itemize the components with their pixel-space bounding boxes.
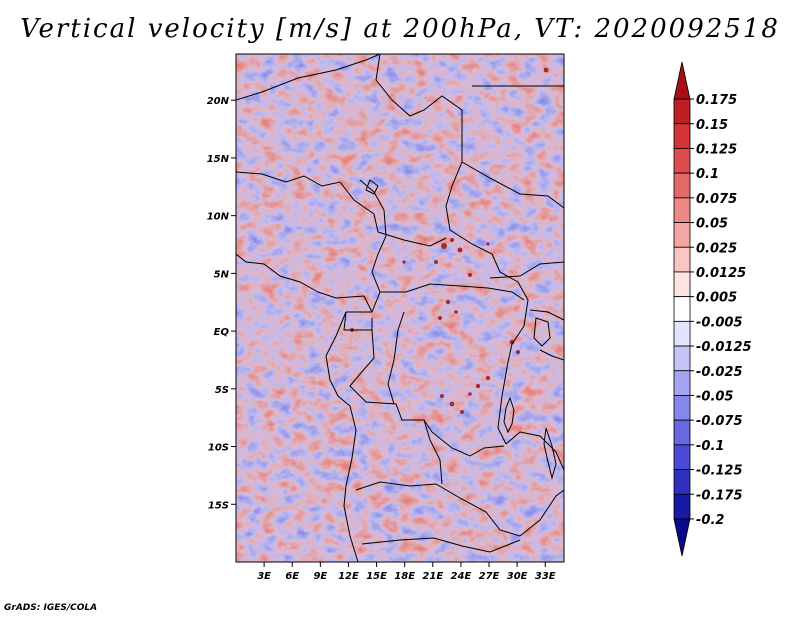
map-panel [236, 54, 564, 562]
colorbar-segment [673, 493, 691, 520]
map-title: Vertical velocity [m/s] at 200hPa, VT: 2… [20, 14, 780, 44]
lon-tick-label: 27E [479, 571, 500, 582]
colorbar-segment [673, 320, 691, 347]
colorbar-label: 0.05 [696, 217, 728, 232]
colorbar-label: -0.075 [696, 414, 743, 429]
lon-tick-label: 6E [285, 571, 299, 582]
colorbar-label: 0.175 [696, 93, 737, 108]
lat-tick-label: 15N [207, 154, 230, 165]
colorbar-label: -0.025 [696, 365, 743, 380]
colorbar-label: 0.1 [696, 167, 719, 182]
lat-tick-label: 15S [208, 500, 229, 511]
upward-cores [350, 67, 549, 414]
country-borders [236, 54, 564, 562]
lat-tick-label: 5N [214, 269, 230, 280]
colorbar-segment [673, 345, 691, 372]
colorbar-label: 0.025 [696, 241, 737, 256]
lon-tick-label: 18E [394, 571, 415, 582]
lon-tick-label: 21E [422, 571, 443, 582]
colorbar-segment [673, 370, 691, 396]
colorbar-segment [673, 172, 691, 199]
colorbar-segment [673, 469, 691, 495]
colorbar-segment [673, 246, 691, 273]
lon-tick-label: 15E [366, 571, 387, 582]
colorbar: 0.175 0.15 0.125 0.1 0.075 0.05 0.025 0.0125 0.0… [673, 61, 752, 557]
colorbar-segment [673, 222, 691, 248]
colorbar-label: 0.0125 [696, 266, 746, 281]
colorbar-segment [673, 123, 691, 149]
lon-tick-label: 33E [535, 571, 556, 582]
colorbar-label: -0.125 [696, 464, 743, 479]
colorbar-segment [673, 395, 691, 421]
colorbar-label: 0.075 [696, 192, 737, 207]
colorbar-label: -0.175 [696, 488, 743, 503]
colorbar-label: -0.0125 [696, 340, 752, 355]
lat-tick-label: EQ [214, 327, 230, 338]
colorbar-label: 0.15 [696, 118, 728, 133]
colorbar-segment [673, 271, 691, 298]
colorbar-segment [673, 148, 691, 174]
velocity-field-fine-structure [236, 54, 564, 562]
colorbar-segment [673, 98, 691, 125]
colorbar-label: -0.1 [696, 439, 724, 454]
lat-tick-label: 10N [207, 212, 230, 223]
colorbar-label: -0.005 [696, 315, 743, 330]
lakes [365, 179, 557, 480]
lat-tick-label: 20N [207, 96, 230, 107]
lon-tick-label: 9E [313, 571, 327, 582]
colorbar-label: 0.125 [696, 142, 737, 157]
lon-tick-label: 30E [507, 571, 528, 582]
lon-tick-label: 24E [451, 571, 472, 582]
lat-tick-label: 5S [215, 385, 229, 396]
colorbar-label: -0.05 [696, 389, 733, 404]
latitude-axis: 20N 15N 10N 5N EQ 5S 10S 15S [207, 96, 236, 511]
colorbar-segment [673, 518, 691, 557]
colorbar-label: -0.2 [696, 513, 724, 528]
map-frame [235, 53, 565, 563]
colorbar-segment [673, 296, 691, 322]
colorbar-segment [673, 444, 691, 470]
colorbar-segment [673, 197, 691, 223]
colorbar-segment [673, 419, 691, 446]
lon-tick-label: 12E [338, 571, 359, 582]
lon-tick-label: 3E [257, 571, 271, 582]
software-credit: GrADS: IGES/COLA [4, 603, 98, 613]
lat-tick-label: 10S [208, 443, 229, 454]
colorbar-segment [673, 61, 691, 100]
longitude-axis: 3E 6E 9E 12E 15E 18E 21E 24E 27E 30E 33E [257, 562, 556, 582]
colorbar-label: 0.005 [696, 291, 737, 306]
